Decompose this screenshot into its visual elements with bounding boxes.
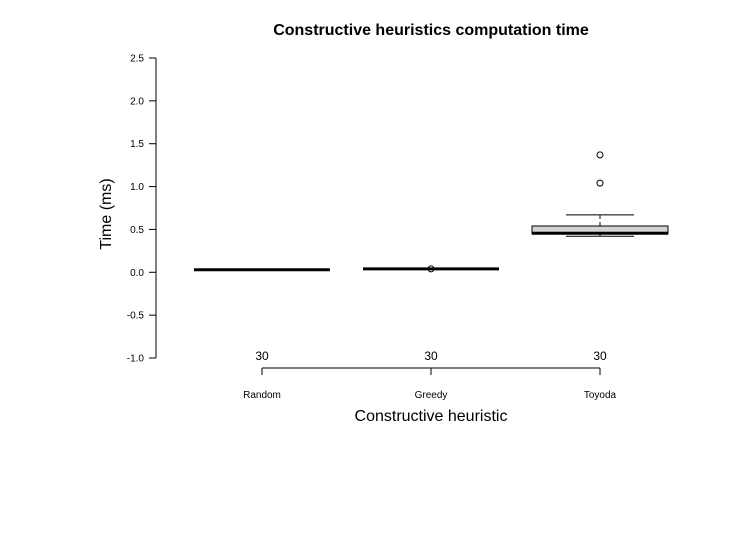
box-greedy bbox=[363, 265, 499, 273]
y-axis-label: Time (ms) bbox=[98, 178, 115, 249]
x-tick-label: Greedy bbox=[415, 390, 448, 401]
y-tick-label: 2.5 bbox=[130, 54, 144, 65]
y-axis: -1.0 -0.5 0.0 0.5 1.0 1.5 2.0 2.5 bbox=[127, 54, 157, 365]
x-axis: Random 30 Greedy 30 Toyoda 30 bbox=[243, 349, 616, 401]
y-tick-label: 1.0 bbox=[130, 182, 144, 193]
y-tick-label: 1.5 bbox=[130, 139, 144, 150]
chart-title: Constructive heuristics computation time bbox=[273, 22, 589, 39]
y-tick-label: -0.5 bbox=[127, 311, 145, 322]
y-tick-label: 2.0 bbox=[130, 96, 144, 107]
outlier-point bbox=[596, 151, 604, 159]
x-tick-label: Toyoda bbox=[584, 390, 617, 401]
y-tick-label: 0.0 bbox=[130, 268, 144, 279]
count-label: 30 bbox=[255, 349, 269, 363]
count-label: 30 bbox=[593, 349, 607, 363]
boxes bbox=[194, 151, 669, 273]
outlier-point bbox=[427, 265, 435, 273]
box-toyoda bbox=[531, 151, 669, 237]
y-tick-label: 0.5 bbox=[130, 225, 144, 236]
x-axis-label: Constructive heuristic bbox=[355, 408, 508, 425]
x-tick-label: Random bbox=[243, 390, 281, 401]
count-label: 30 bbox=[424, 349, 438, 363]
y-tick-label: -1.0 bbox=[127, 354, 145, 365]
outlier-point bbox=[596, 179, 604, 187]
